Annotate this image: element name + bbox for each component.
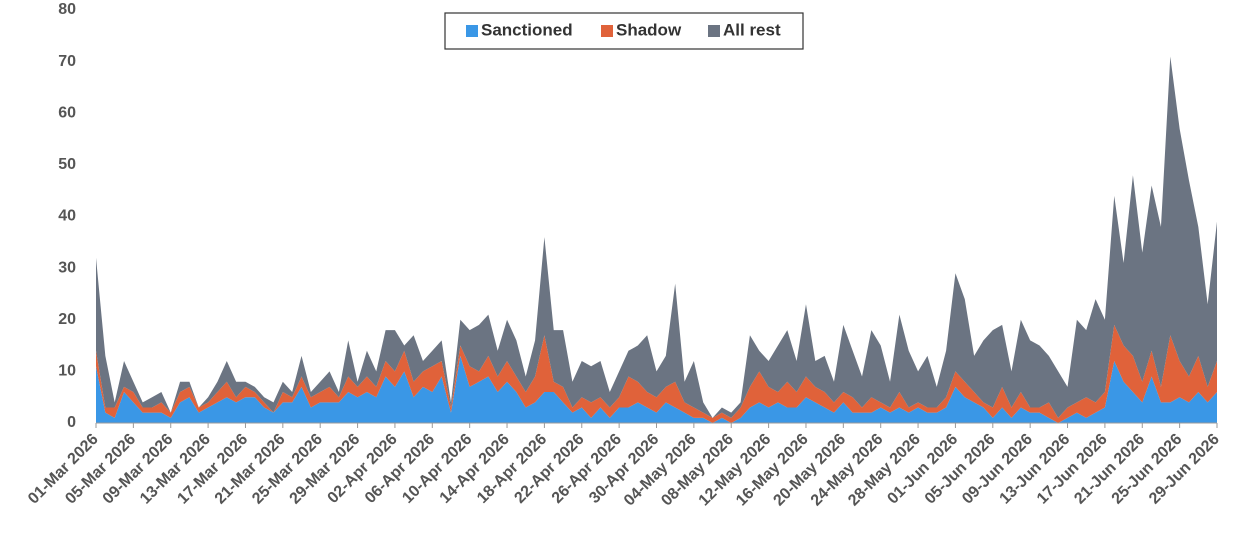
y-tick-label: 0 (67, 414, 76, 431)
y-tick-label: 60 (58, 104, 76, 121)
y-tick-label: 70 (58, 53, 76, 70)
legend-label: Sanctioned (481, 20, 573, 39)
y-tick-label: 40 (58, 208, 76, 225)
area (96, 324, 1217, 423)
area (96, 355, 1217, 423)
y-tick-label: 50 (58, 156, 76, 173)
legend-swatch (708, 25, 720, 37)
legend-swatch (601, 25, 613, 37)
y-tick-label: 10 (58, 363, 76, 380)
legend-swatch (466, 25, 478, 37)
y-tick-label: 30 (58, 259, 76, 276)
y-tick-label: 80 (58, 1, 76, 18)
areas (96, 56, 1217, 423)
legend-label: All rest (723, 20, 781, 39)
legend: Sanctioned Shadow All rest (444, 12, 804, 50)
legend-label: Shadow (616, 20, 682, 39)
legend-box (444, 12, 804, 50)
area (96, 56, 1217, 418)
y-tick-label: 20 (58, 311, 76, 328)
